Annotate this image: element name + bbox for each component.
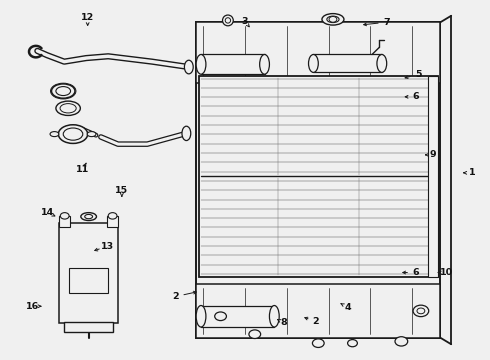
Text: 5: 5 <box>415 70 422 79</box>
Bar <box>201 54 265 74</box>
Bar <box>59 216 70 226</box>
Text: 8: 8 <box>281 318 288 327</box>
Circle shape <box>347 339 357 347</box>
Ellipse shape <box>81 213 97 221</box>
Text: 11: 11 <box>76 165 89 174</box>
Circle shape <box>395 337 408 346</box>
Circle shape <box>413 305 429 317</box>
Ellipse shape <box>56 87 71 95</box>
Text: 2: 2 <box>313 317 319 326</box>
Text: 9: 9 <box>430 150 437 159</box>
Text: 12: 12 <box>81 13 94 22</box>
Bar <box>69 268 108 293</box>
Circle shape <box>313 339 324 347</box>
Bar <box>314 54 382 72</box>
Text: 6: 6 <box>413 268 419 277</box>
Bar <box>196 284 441 338</box>
Bar <box>198 76 438 277</box>
Circle shape <box>249 330 261 338</box>
Ellipse shape <box>309 54 318 72</box>
Ellipse shape <box>58 125 88 143</box>
Ellipse shape <box>225 18 231 23</box>
Text: 2: 2 <box>172 292 179 301</box>
Bar <box>64 321 113 332</box>
Ellipse shape <box>60 104 76 113</box>
Ellipse shape <box>87 132 96 136</box>
Text: 10: 10 <box>440 268 453 277</box>
Bar <box>107 216 118 226</box>
Bar <box>196 22 441 83</box>
Bar <box>59 223 118 323</box>
Text: 16: 16 <box>26 302 39 311</box>
Ellipse shape <box>184 60 193 74</box>
Ellipse shape <box>85 215 93 219</box>
Circle shape <box>329 17 337 22</box>
Circle shape <box>108 213 117 219</box>
Ellipse shape <box>222 15 233 26</box>
Text: 1: 1 <box>469 168 475 177</box>
Ellipse shape <box>270 306 279 327</box>
Text: 14: 14 <box>41 208 54 217</box>
Ellipse shape <box>63 128 83 140</box>
Text: 6: 6 <box>413 92 419 101</box>
Text: 13: 13 <box>100 242 114 251</box>
Ellipse shape <box>322 14 344 25</box>
Ellipse shape <box>260 54 270 74</box>
Circle shape <box>215 312 226 320</box>
Ellipse shape <box>327 16 339 23</box>
Text: 7: 7 <box>383 18 390 27</box>
Ellipse shape <box>56 101 80 116</box>
Ellipse shape <box>182 126 191 140</box>
Ellipse shape <box>377 54 387 72</box>
Circle shape <box>417 308 425 314</box>
Text: 4: 4 <box>344 303 351 312</box>
Ellipse shape <box>50 132 59 136</box>
Text: 15: 15 <box>115 186 128 195</box>
Bar <box>428 76 438 277</box>
Ellipse shape <box>196 306 206 327</box>
Circle shape <box>60 213 69 219</box>
Bar <box>201 306 274 327</box>
Ellipse shape <box>196 54 206 74</box>
Ellipse shape <box>51 84 75 98</box>
Text: 3: 3 <box>242 17 248 26</box>
Bar <box>196 22 441 338</box>
